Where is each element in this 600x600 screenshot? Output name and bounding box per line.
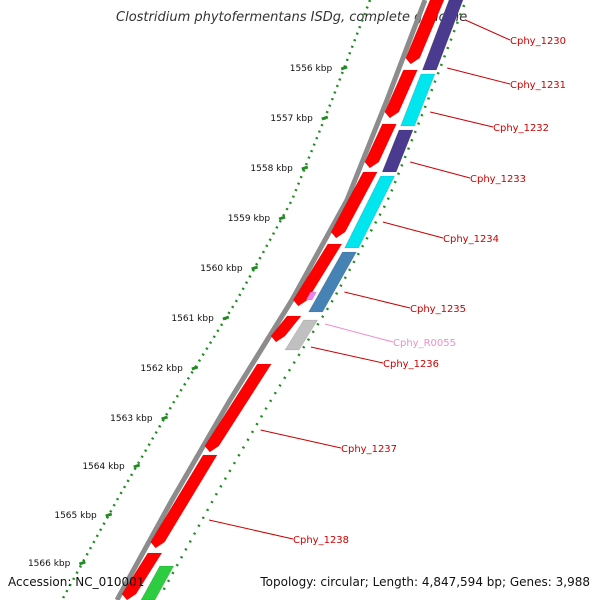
scale-track (60, 0, 372, 600)
reverse-cds-block (421, 0, 464, 71)
scale-tick-label: 1556 kbp (290, 64, 333, 74)
forward-cds-block (121, 552, 163, 600)
gene-labels: Cphy_1230 Cphy_1231 Cphy_1232 Cphy_1233 Cphy… (208, 19, 566, 546)
forward-cds-block (292, 243, 343, 307)
scale-tick (78, 560, 86, 566)
scale-tick-label: 1560 kbp (200, 264, 243, 274)
scale-tick-label: 1563 kbp (110, 414, 153, 424)
label-leader (324, 323, 394, 343)
gene-label: Cphy_1231 (510, 80, 566, 91)
forward-cds-block (330, 171, 378, 239)
scale-tick-label: 1565 kbp (54, 511, 97, 521)
accession-text: Accession: NC_010001 (8, 575, 145, 589)
rna-block (305, 291, 317, 301)
forward-cds-block (384, 69, 418, 119)
scale-tick-label: 1561 kbp (171, 314, 214, 324)
label-leader (208, 519, 294, 540)
scale-ticks: 1556 kbp 1557 kbp 1558 kbp 1559 kbp 1560 kbp… (28, 0, 466, 600)
scale-tick (222, 315, 230, 321)
scale-tick-label: 1566 kbp (28, 559, 71, 569)
map-title: Clostridium phytofermentans ISDg, comple… (116, 10, 468, 25)
scale-tick-label: 1557 kbp (270, 114, 313, 124)
gene-label: Cphy_1232 (493, 123, 549, 134)
label-leader (465, 19, 511, 41)
genome-summary: Topology: circular; Length: 4,847,594 bp… (260, 575, 590, 589)
scale-tick (133, 463, 141, 469)
scale-tick (340, 65, 348, 71)
scale-tick (321, 115, 329, 121)
label-leader (260, 429, 342, 449)
label-leader (382, 221, 444, 239)
pseudo-block (284, 319, 319, 351)
forward-cds-block (405, 0, 445, 65)
scale-tick-label: 1562 kbp (140, 364, 183, 374)
forward-cds-block (364, 123, 397, 169)
backbone-line (114, 0, 428, 600)
scale-tick-label: 1564 kbp (82, 462, 125, 472)
reverse-cds-block (344, 175, 396, 249)
gene-label: Cphy_1234 (443, 234, 499, 245)
gene-label: Cphy_1236 (383, 359, 439, 370)
reverse-cds-block (140, 565, 175, 600)
label-leader (430, 111, 494, 128)
gene-label: Cphy_1238 (293, 535, 349, 546)
gene-label: Cphy_1230 (510, 36, 566, 47)
scale-tick (251, 265, 259, 271)
scale-tick-label: 1559 kbp (228, 214, 271, 224)
scale-tick (105, 512, 113, 518)
label-leader (410, 161, 471, 179)
gene-label: Cphy_1235 (410, 304, 466, 315)
forward-cds-block (150, 454, 218, 549)
scale-tick (278, 215, 286, 221)
reverse-cds-block (400, 73, 436, 127)
forward-cds-block (270, 315, 302, 343)
reverse-cds-block (308, 251, 357, 313)
scale-tick (191, 365, 199, 371)
feature-blocks (121, 0, 464, 600)
scale-tick-label: 1558 kbp (250, 164, 293, 174)
forward-cds-block (204, 363, 272, 453)
gene-label: Cphy_R0055 (393, 338, 456, 349)
label-leader (310, 346, 384, 364)
gene-label: Cphy_1237 (341, 444, 397, 455)
reverse-cds-block (381, 129, 414, 173)
backbone (114, 0, 428, 600)
scale-tick (161, 415, 169, 421)
scale-tick (301, 165, 309, 171)
gene-label: Cphy_1233 (470, 174, 526, 185)
label-leader (447, 67, 511, 85)
label-leader (344, 291, 411, 309)
